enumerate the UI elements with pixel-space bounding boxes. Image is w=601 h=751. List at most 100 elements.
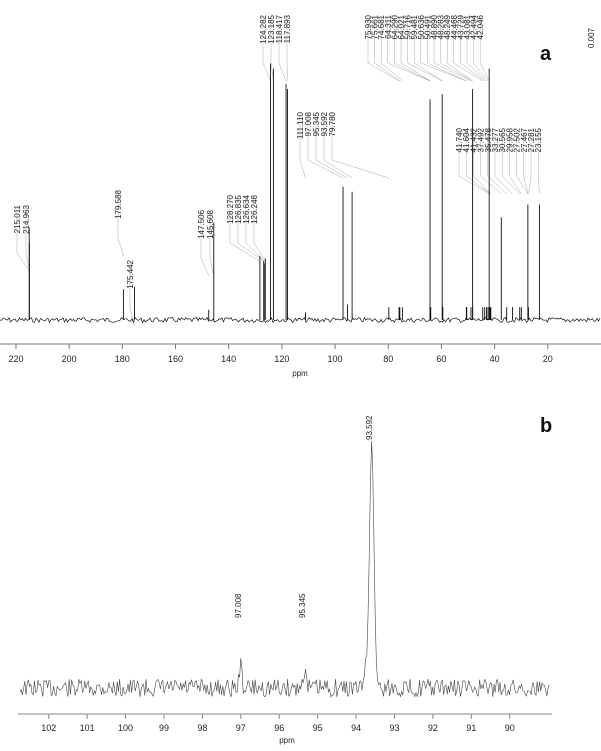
panel-a-tick-label: 120 <box>274 354 289 364</box>
panel-b-trace <box>19 440 550 698</box>
panel-a-leader-line <box>380 17 403 82</box>
panel-a-leader-line <box>420 17 467 82</box>
panel-a-peak-label: 27.502 <box>513 127 522 152</box>
panel-a-peak-label: 97.008 <box>304 111 313 136</box>
panel-a-peak-label: 50.491 <box>423 14 432 39</box>
panel-a-leader-line <box>262 17 271 82</box>
panel-a-tick-label: 100 <box>328 354 343 364</box>
panel-a-leader-line <box>117 192 124 257</box>
panel-a-peak-label: 59.716 <box>404 14 413 39</box>
panel-a-peak-label: 33.277 <box>491 127 500 152</box>
panel-b-tick-label: 92 <box>428 723 438 733</box>
panel-b-tick-label: 97 <box>236 723 246 733</box>
panel-a-leader-line <box>473 17 489 82</box>
panel-a-peak-label: 64.311 <box>384 14 393 38</box>
panel-a-tick-label: 160 <box>168 354 183 364</box>
panel-a-peak-label: 179.588 <box>114 189 123 218</box>
panel-a-peak-label: 43.729 <box>456 14 465 39</box>
panel-a-leader-line <box>129 262 135 327</box>
panel-a-peak-label: 48.249 <box>443 14 452 39</box>
panel-a-peak-label: 59.481 <box>410 14 419 39</box>
panel-a-peak-label: 175.442 <box>126 259 135 288</box>
panel-b-tick-label: 93 <box>389 723 399 733</box>
panel-a-peak-label: 214.963 <box>22 204 31 233</box>
panel-a-peak-label: 126.835 <box>234 194 243 223</box>
panel-a-leader-line <box>286 17 288 82</box>
panel-a-leader-line <box>16 207 30 272</box>
panel-a-peak-label: 126.634 <box>242 194 251 223</box>
panel-a-tick-label: 200 <box>62 354 77 364</box>
panel-a-peak-label: 42.494 <box>470 14 479 39</box>
panel-a-peak-label: 43.081 <box>463 14 472 39</box>
panel-a-leader-line <box>433 17 472 82</box>
panel-b-tick-label: 100 <box>118 723 133 733</box>
panel-a-peak-label: 74.681 <box>377 14 386 39</box>
panel-a-peak-label: 27.467 <box>520 127 529 152</box>
panel-a-peak-labels: 215.011 214.963 179.588 175.442 147.506 145.6… <box>13 14 543 288</box>
panel-a-leader-line <box>473 130 491 195</box>
panel-a-peak-label: 64.290 <box>390 14 399 39</box>
panel-b-peak-label: 97.008 <box>234 593 243 618</box>
panel-a-leader-line <box>460 17 485 82</box>
panel-a-tick-label: 180 <box>115 354 130 364</box>
panel-a-peak-label: 44.468 <box>450 14 459 39</box>
panel-a-leader-line <box>387 17 431 82</box>
panel-a-tick-label: 80 <box>383 354 393 364</box>
panel-a-tick-label: 40 <box>490 354 500 364</box>
panel-a-leader-line <box>427 17 467 82</box>
panel-b-tick-label: 99 <box>159 723 169 733</box>
panel-a-peak-label: 117.893 <box>283 14 292 43</box>
panel-a-peak-label: 27.281 <box>527 127 536 152</box>
panel-a-tick-label: 60 <box>436 354 446 364</box>
panel-a-leader-line <box>299 114 306 179</box>
panel-a-leader-line <box>528 130 532 195</box>
panel-a: 215.011 214.963 179.588 175.442 147.506 145.6… <box>0 14 601 378</box>
panel-a-leader-line <box>394 17 431 82</box>
panel-a-leader-line <box>200 212 209 277</box>
panel-a-peak-label: 111.110 <box>296 111 305 139</box>
panel-a-tick-label: 220 <box>8 354 23 364</box>
panel-a-peak-label: 41.432 <box>469 127 478 152</box>
panel-a-leader-line <box>331 114 389 179</box>
panel-a-peak-label: 128.270 <box>226 194 235 223</box>
panel-b-tick-label: 90 <box>505 723 515 733</box>
panel-b-tick-label: 96 <box>274 723 284 733</box>
panel-b-tick-label: 101 <box>80 723 95 733</box>
panel-a-leader-line <box>245 197 265 262</box>
panel-a-leader-line <box>487 130 507 195</box>
panel-a-peak-label: 93.592 <box>320 111 329 136</box>
panel-a-leader-line <box>270 17 274 82</box>
panel-a-peak-label: 126.248 <box>250 194 259 223</box>
panel-a-peak-label: 75.661 <box>371 14 380 39</box>
panel-a-ticks: 220 200 180 160 140 120 100 80 60 40 20 <box>8 344 553 364</box>
panel-a-leader-line <box>278 17 287 82</box>
panel-a-leader-line <box>446 17 473 82</box>
panel-a-leader-line <box>509 130 522 195</box>
panel-a-corner-value: 0.007 <box>587 27 596 48</box>
panel-b-peak-label: 95.345 <box>298 593 307 618</box>
panel-b-tick-label: 91 <box>466 723 476 733</box>
panel-a-baseline <box>0 316 601 324</box>
panel-a-letter: a <box>540 43 552 65</box>
panel-a-peak-label: 42.046 <box>476 14 485 39</box>
panel-a-leader-line <box>523 130 529 195</box>
panel-a-peak-label: 48.890 <box>430 14 439 39</box>
panel-b: 97.008 95.345 93.592 102 101 100 99 98 97 96 95 94… <box>18 415 552 745</box>
panel-a-peak-label: 64.021 <box>397 14 406 39</box>
panel-b-ticks: 102 101 100 99 98 97 96 95 94 93 92 91 90 <box>41 714 515 733</box>
panel-a-leader-line <box>209 212 215 277</box>
panel-a-leader-line <box>407 17 443 82</box>
panel-b-tick-label: 102 <box>41 723 56 733</box>
panel-a-leader-line <box>458 130 491 195</box>
panel-b-peak-labels: 97.008 95.345 93.592 <box>234 415 374 618</box>
panel-a-leader-line <box>400 17 431 82</box>
panel-a-peak-leaders <box>16 17 540 327</box>
panel-a-leader-line <box>453 17 483 82</box>
panel-b-tick-label: 95 <box>313 723 323 733</box>
panel-b-tick-label: 98 <box>197 723 207 733</box>
panel-a-peak-label: 23.155 <box>534 127 543 152</box>
panel-a-peak-label: 145.608 <box>206 209 215 238</box>
panel-a-leader-line <box>465 130 491 195</box>
panel-a-peaks <box>28 63 540 320</box>
panel-a-tick-label: 140 <box>221 354 236 364</box>
